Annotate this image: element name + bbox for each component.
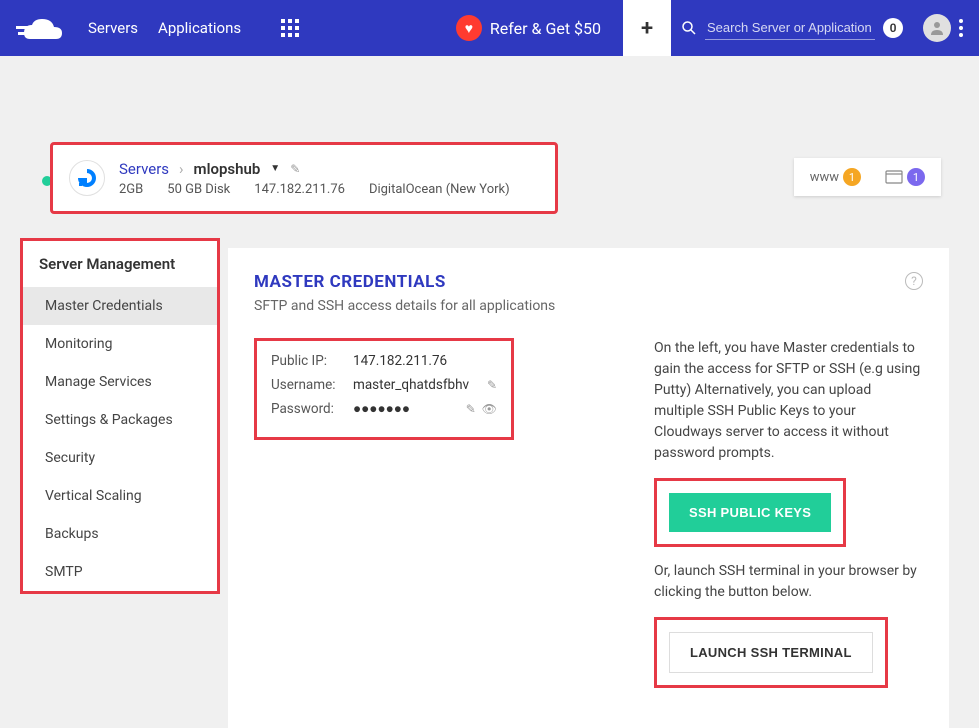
search-count-badge: 0 [883,18,903,38]
search-input[interactable] [705,16,875,40]
edit-server-name-icon[interactable]: ✎ [290,162,300,176]
launch-terminal-box: LAUNCH SSH TERMINAL [654,617,888,688]
server-provider: DigitalOcean (New York) [369,182,510,197]
public-ip-value: 147.182.211.76 [353,353,497,369]
server-dropdown-caret[interactable]: ▼ [270,163,280,174]
credentials-box: Public IP: 147.182.211.76 Username: mast… [254,338,514,440]
breadcrumb: Servers › mlopshub ▼ ✎ [119,160,539,178]
sidebar: Server Management Master Credentials Mon… [20,238,220,594]
sidebar-item-manage-services[interactable]: Manage Services [23,363,217,401]
www-badge[interactable]: www 1 [810,168,861,186]
public-ip-label: Public IP: [271,353,353,369]
ssh-keys-box: SSH PUBLIC KEYS [654,478,846,547]
app-badge[interactable]: 1 [885,168,925,186]
launch-ssh-terminal-button[interactable]: LAUNCH SSH TERMINAL [669,632,873,673]
edit-username-icon[interactable]: ✎ [487,378,497,392]
nav-servers[interactable]: Servers [88,19,138,37]
search-area: 0 [681,16,903,40]
sidebar-title: Server Management [23,241,217,287]
sidebar-item-monitoring[interactable]: Monitoring [23,325,217,363]
username-label: Username: [271,377,353,393]
help-icon[interactable]: ? [905,272,923,290]
sidebar-item-backups[interactable]: Backups [23,515,217,553]
refer-button[interactable]: ♥ Refer & Get $50 [456,15,601,41]
server-ram: 2GB [119,182,143,197]
server-badges: www 1 1 [794,158,941,196]
sidebar-item-master-credentials[interactable]: Master Credentials [23,287,217,325]
panel-subtitle: SFTP and SSH access details for all appl… [254,298,555,314]
apps-grid-icon[interactable] [281,19,299,37]
user-avatar[interactable] [923,14,951,42]
info-paragraph-1: On the left, you have Master credentials… [654,338,923,464]
username-value: master_qhatdsfbhv [353,377,481,393]
info-paragraph-2: Or, launch SSH terminal in your browser … [654,561,923,603]
menu-kebab-icon[interactable] [959,19,963,37]
app-count: 1 [907,168,925,186]
server-meta: 2GB 50 GB Disk 147.182.211.76 DigitalOce… [119,182,539,197]
www-label: www [810,170,839,185]
www-count: 1 [843,168,861,186]
password-value: ●●●●●●● [353,401,460,417]
sidebar-item-settings-packages[interactable]: Settings & Packages [23,401,217,439]
panel-title: MASTER CREDENTIALS [254,272,555,292]
main-panel: MASTER CREDENTIALS SFTP and SSH access d… [228,248,949,728]
search-icon [681,20,697,36]
ssh-public-keys-button[interactable]: SSH PUBLIC KEYS [669,493,831,532]
server-name: mlopshub [194,160,261,178]
add-button[interactable]: + [623,0,671,56]
cloudways-logo[interactable] [16,13,72,43]
breadcrumb-separator: › [179,160,184,178]
server-ip: 147.182.211.76 [254,182,345,197]
server-disk: 50 GB Disk [167,182,230,197]
window-icon [885,170,903,184]
sidebar-item-smtp[interactable]: SMTP [23,553,217,591]
password-label: Password: [271,401,353,417]
reveal-password-icon[interactable]: 👁 [482,402,497,416]
nav-applications[interactable]: Applications [158,19,241,37]
sidebar-item-security[interactable]: Security [23,439,217,477]
heart-icon: ♥ [456,15,482,41]
breadcrumb-servers-link[interactable]: Servers [119,160,169,178]
server-summary-card: Servers › mlopshub ▼ ✎ 2GB 50 GB Disk 14… [50,142,558,214]
digitalocean-logo [69,160,105,196]
refer-label: Refer & Get $50 [490,19,601,38]
top-navigation: Servers Applications ♥ Refer & Get $50 +… [0,0,979,56]
sidebar-item-vertical-scaling[interactable]: Vertical Scaling [23,477,217,515]
edit-password-icon[interactable]: ✎ [466,402,476,416]
